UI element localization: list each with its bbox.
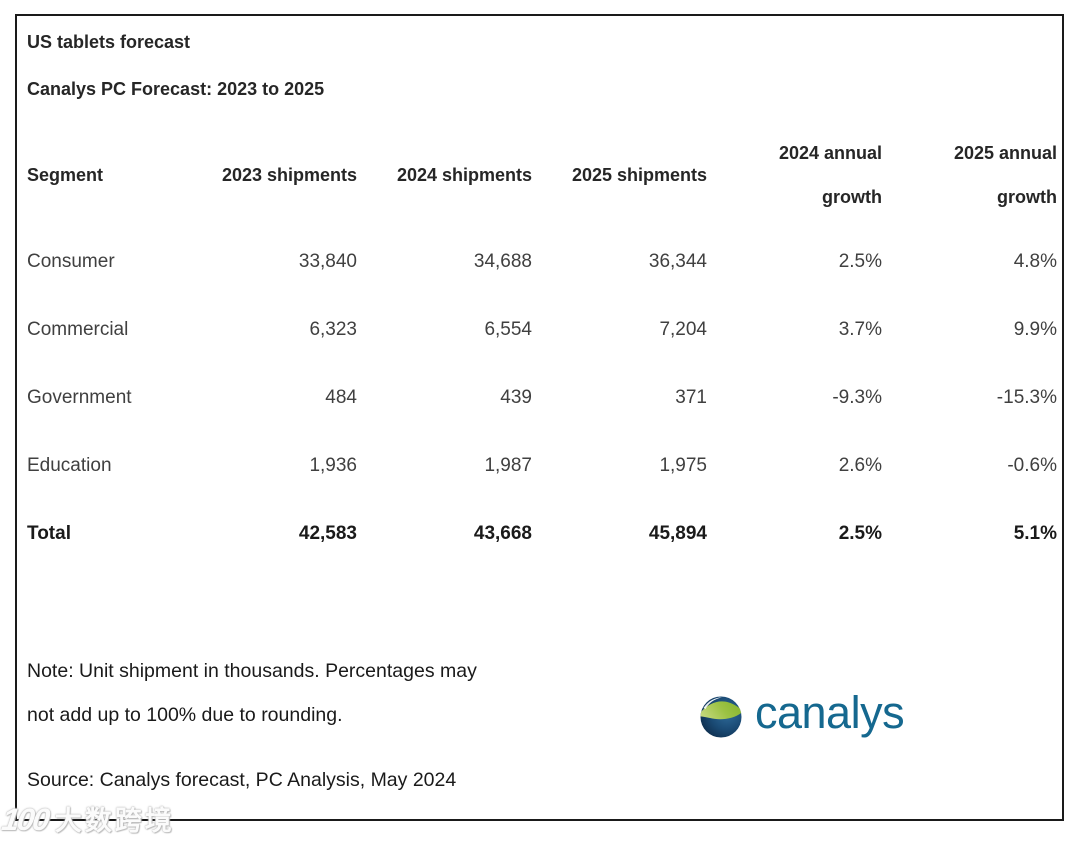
page-title: US tablets forecast: [27, 32, 191, 52]
cell-growth-2025: 4.8%: [1013, 251, 1057, 272]
footnote-line-1: Note: Unit shipment in thousands. Percen…: [27, 660, 477, 682]
cell-2024: 1,987: [484, 455, 532, 476]
header-2025-shipments: 2025 shipments: [571, 165, 707, 185]
table-row-education: Education 1,936 1,987 1,975 2.6% -0.6%: [27, 432, 1057, 500]
footnote-line-2: not add up to 100% due to rounding.: [27, 704, 343, 726]
shipments-table: Segment 2023 shipments 2024 shipments 20…: [27, 122, 1057, 568]
table-row-total: Total 42,583 43,668 45,894 2.5% 5.1%: [27, 500, 1057, 568]
header-2023-shipments: 2023 shipments: [221, 165, 357, 185]
cell-growth-2025: -0.6%: [1007, 455, 1057, 476]
cell-2025: 45,894: [648, 523, 707, 544]
canalys-wordmark: canalys: [755, 687, 905, 738]
header-2025-growth: 2025 annual growth: [953, 143, 1057, 207]
cell-2025: 36,344: [648, 251, 707, 272]
cell-growth-2025: -15.3%: [996, 387, 1057, 408]
header-segment: Segment: [27, 165, 104, 185]
forecast-card: US tablets forecast Canalys PC Forecast:…: [15, 14, 1064, 821]
cell-segment: Government: [27, 387, 132, 408]
cell-growth-2024: 2.5%: [838, 523, 882, 544]
cell-2024: 43,668: [473, 523, 532, 544]
cell-2023: 33,840: [298, 251, 357, 272]
cell-segment: Total: [27, 523, 71, 544]
canalys-logo: canalys: [700, 690, 905, 739]
cell-segment: Education: [27, 455, 112, 476]
canalys-globe-icon: [700, 696, 742, 737]
table-header: Segment 2023 shipments 2024 shipments 20…: [27, 122, 1057, 228]
cell-2025: 371: [675, 387, 707, 408]
cell-growth-2025: 9.9%: [1013, 319, 1057, 340]
cell-2023: 42,583: [298, 523, 357, 544]
table-row-commercial: Commercial 6,323 6,554 7,204 3.7% 9.9%: [27, 296, 1057, 364]
cell-2024: 6,554: [484, 319, 532, 340]
cell-2024: 34,688: [473, 251, 532, 272]
cell-segment: Consumer: [27, 251, 115, 272]
cell-growth-2024: 2.5%: [838, 251, 882, 272]
cell-growth-2024: 2.6%: [838, 455, 882, 476]
cell-growth-2024: 3.7%: [838, 319, 882, 340]
cell-2023: 6,323: [309, 319, 357, 340]
cell-growth-2025: 5.1%: [1013, 523, 1057, 544]
table-row-government: Government 484 439 371 -9.3% -15.3%: [27, 364, 1057, 432]
source-line: Source: Canalys forecast, PC Analysis, M…: [27, 769, 457, 791]
cell-2025: 1,975: [659, 455, 707, 476]
cell-2024: 439: [500, 387, 532, 408]
header-2024-shipments: 2024 shipments: [396, 165, 532, 185]
cell-segment: Commercial: [27, 319, 129, 340]
watermark: 100 大数跨境: [0, 799, 175, 838]
cell-2023: 484: [325, 387, 357, 408]
cell-2025: 7,204: [659, 319, 707, 340]
page-subtitle: Canalys PC Forecast: 2023 to 2025: [27, 79, 325, 99]
footnote: Note: Unit shipment in thousands. Percen…: [27, 649, 477, 737]
watermark-100-icon: 100: [0, 802, 51, 837]
watermark-text: 大数跨境: [54, 806, 175, 836]
cell-2023: 1,936: [309, 455, 357, 476]
header-2024-growth: 2024 annual growth: [778, 143, 882, 207]
cell-growth-2024: -9.3%: [832, 387, 882, 408]
table-row-consumer: Consumer 33,840 34,688 36,344 2.5% 4.8%: [27, 228, 1057, 296]
